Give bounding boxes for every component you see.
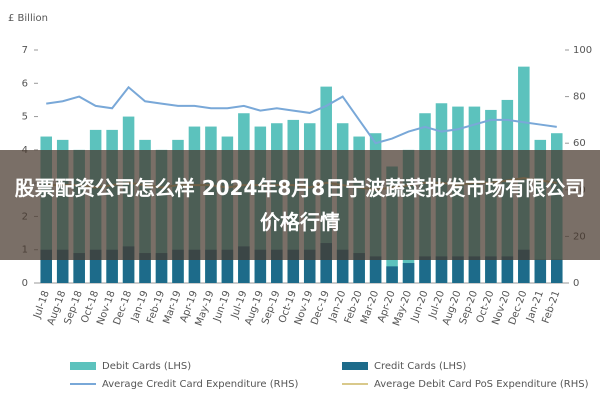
y-axis-label: £ Billion <box>8 13 48 24</box>
bar <box>172 249 184 283</box>
bar <box>89 249 102 283</box>
legend-swatch <box>70 362 96 370</box>
y-tick-label: 0 <box>22 278 28 289</box>
bar <box>155 253 168 283</box>
bar <box>303 249 316 283</box>
bar <box>435 256 448 283</box>
bar <box>106 249 118 283</box>
bar <box>287 249 300 283</box>
bar <box>205 249 217 283</box>
legend-label: Average Debit Card PoS Expenditure (RHS) <box>374 379 589 390</box>
bar <box>468 256 481 283</box>
bar <box>56 249 69 283</box>
line <box>46 85 557 145</box>
bar <box>336 249 349 283</box>
bar <box>518 249 530 283</box>
bar <box>402 263 415 283</box>
y2-tick-label: 0 <box>573 278 579 289</box>
bar <box>369 256 382 283</box>
y-tick-label: 7 <box>22 45 28 56</box>
bar <box>254 249 267 283</box>
bar <box>73 253 85 283</box>
legend-label: Debit Cards (LHS) <box>102 361 191 372</box>
y2-tick-label: 60 <box>573 138 586 149</box>
bar <box>386 266 398 283</box>
overlay-title: 股票配资公司怎么样 2024年8月8日宁波蔬菜批发市场有限公司价格行情 <box>14 176 586 234</box>
bar <box>452 256 464 283</box>
y-tick-label: 5 <box>22 112 28 123</box>
bar <box>501 256 514 283</box>
bar <box>419 256 431 283</box>
bar <box>221 249 234 283</box>
legend-label: Average Credit Card Expenditure (RHS) <box>102 379 298 390</box>
bar <box>40 249 52 283</box>
bar <box>188 249 201 283</box>
y-tick-label: 6 <box>22 78 28 89</box>
bar <box>353 253 365 283</box>
bar <box>551 259 563 283</box>
bar <box>238 246 250 283</box>
bar <box>139 253 151 283</box>
overlay-banner: 股票配资公司怎么样 2024年8月8日宁波蔬菜批发市场有限公司价格行情 <box>0 150 600 260</box>
bar <box>122 246 135 283</box>
y2-tick-label: 100 <box>573 45 592 56</box>
y2-tick-label: 80 <box>573 92 586 103</box>
bar <box>485 256 497 283</box>
legend-swatch <box>342 362 368 370</box>
legend-label: Credit Cards (LHS) <box>374 361 466 372</box>
bar <box>271 249 283 283</box>
bar <box>320 243 332 283</box>
bar <box>534 259 547 283</box>
